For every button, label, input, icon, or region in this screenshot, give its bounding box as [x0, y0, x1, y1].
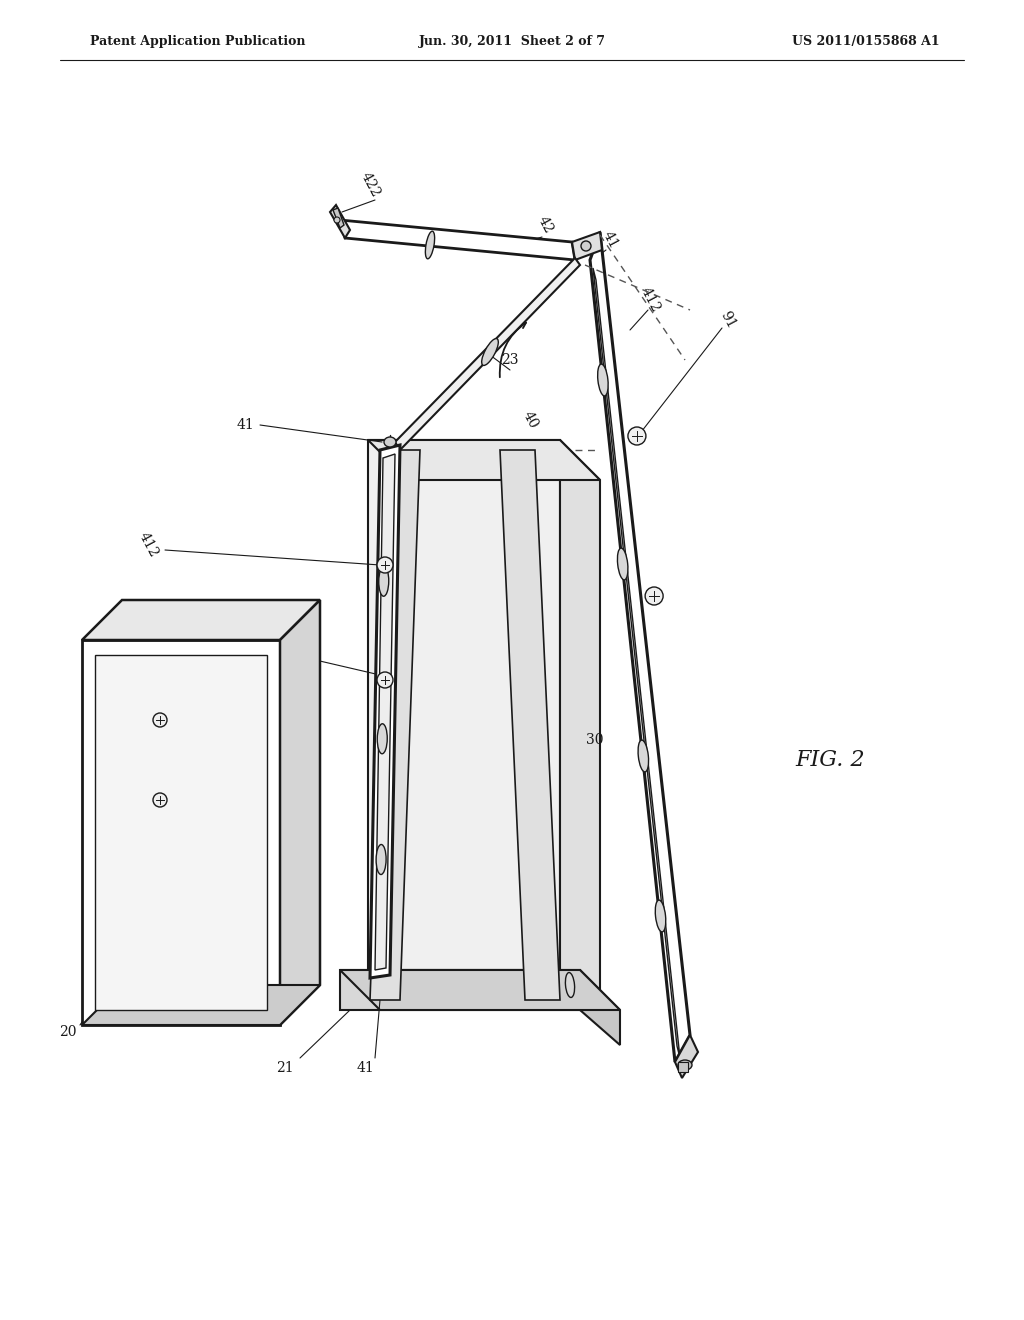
Text: 30: 30	[587, 733, 604, 747]
Ellipse shape	[425, 231, 434, 259]
Polygon shape	[560, 440, 600, 1010]
Polygon shape	[82, 640, 280, 1026]
Ellipse shape	[581, 242, 591, 251]
Ellipse shape	[628, 426, 646, 445]
Polygon shape	[280, 601, 319, 1026]
Ellipse shape	[617, 548, 628, 579]
Ellipse shape	[153, 713, 167, 727]
Ellipse shape	[334, 216, 340, 223]
Text: 412: 412	[638, 285, 663, 315]
Ellipse shape	[638, 741, 648, 772]
Polygon shape	[375, 454, 395, 970]
Ellipse shape	[565, 973, 574, 998]
Polygon shape	[333, 209, 344, 228]
Polygon shape	[572, 232, 602, 260]
Polygon shape	[593, 268, 680, 1059]
Polygon shape	[368, 440, 600, 480]
Ellipse shape	[377, 723, 387, 754]
Text: Patent Application Publication: Patent Application Publication	[90, 36, 305, 49]
Polygon shape	[580, 970, 620, 1045]
Text: 41: 41	[600, 228, 621, 251]
Ellipse shape	[481, 338, 499, 366]
Ellipse shape	[645, 587, 664, 605]
Text: 42: 42	[535, 214, 555, 236]
Polygon shape	[82, 601, 319, 640]
Polygon shape	[370, 450, 420, 1001]
Polygon shape	[500, 450, 560, 1001]
Polygon shape	[340, 220, 575, 260]
Text: FIG. 2: FIG. 2	[796, 748, 865, 771]
Text: 422: 422	[357, 170, 382, 199]
Text: 20: 20	[59, 1026, 77, 1039]
Polygon shape	[95, 655, 267, 1010]
Ellipse shape	[379, 566, 389, 597]
Polygon shape	[675, 1035, 698, 1078]
Text: 23: 23	[502, 352, 519, 367]
Ellipse shape	[376, 845, 386, 874]
Ellipse shape	[655, 900, 666, 932]
Text: Jun. 30, 2011  Sheet 2 of 7: Jun. 30, 2011 Sheet 2 of 7	[419, 36, 605, 49]
Ellipse shape	[153, 793, 167, 807]
Text: US 2011/0155868 A1: US 2011/0155868 A1	[793, 36, 940, 49]
Polygon shape	[330, 205, 350, 238]
Ellipse shape	[377, 672, 393, 688]
Text: 21: 21	[276, 1061, 294, 1074]
Polygon shape	[590, 232, 690, 1063]
Polygon shape	[678, 1063, 688, 1072]
Text: 41: 41	[237, 418, 254, 432]
Polygon shape	[395, 257, 580, 450]
Polygon shape	[368, 440, 560, 970]
Polygon shape	[340, 970, 580, 1010]
Ellipse shape	[377, 557, 393, 573]
Ellipse shape	[598, 364, 608, 396]
Text: 91: 91	[718, 309, 738, 331]
Text: 412: 412	[135, 605, 161, 635]
Text: 41: 41	[356, 1061, 374, 1074]
Ellipse shape	[384, 437, 396, 447]
Polygon shape	[82, 985, 319, 1026]
Text: 412: 412	[135, 531, 161, 560]
Ellipse shape	[678, 1060, 692, 1071]
Polygon shape	[340, 970, 620, 1010]
Polygon shape	[370, 445, 400, 978]
Text: 40: 40	[520, 409, 541, 432]
